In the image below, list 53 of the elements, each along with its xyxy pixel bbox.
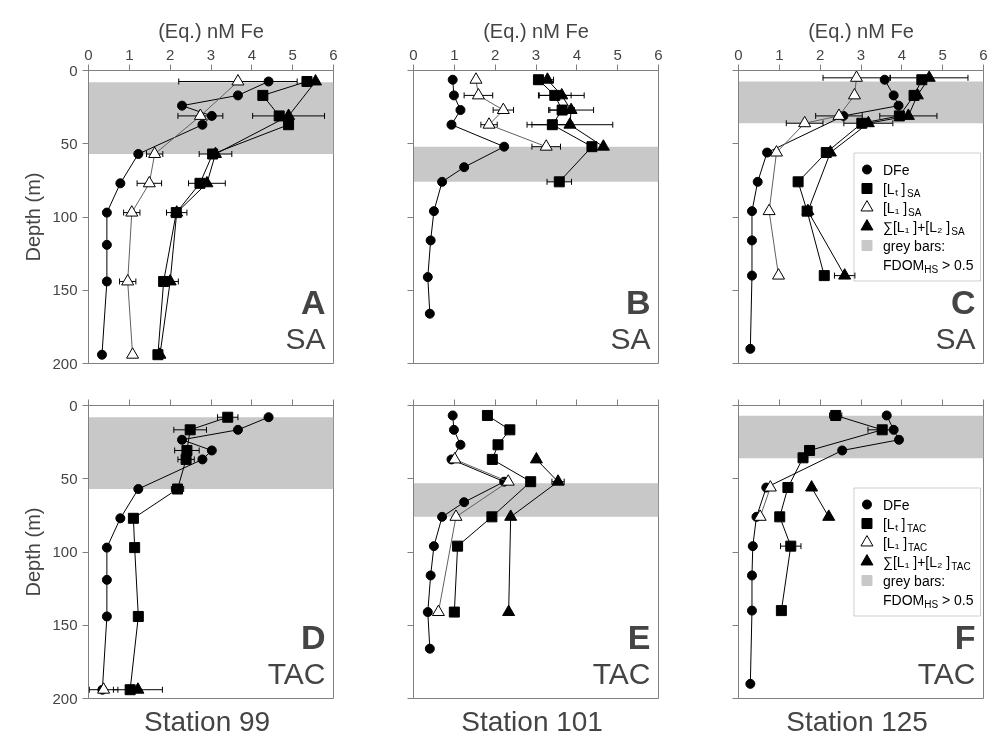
annotation: TAC bbox=[917, 657, 976, 691]
legend-label: DFe bbox=[882, 496, 910, 513]
legend-label: DFe bbox=[882, 161, 910, 178]
x-tick-label: 6 bbox=[979, 45, 988, 63]
y-tick-label: 200 bbox=[52, 689, 78, 707]
x-tick-label: 3 bbox=[206, 45, 216, 63]
x-tick-label: 0 bbox=[734, 45, 743, 63]
x-tick-label: 5 bbox=[613, 45, 622, 63]
y-axis-title: Depth (m) bbox=[22, 507, 45, 597]
x-tick-label: 6 bbox=[654, 45, 663, 63]
x-tick-label: 3 bbox=[856, 45, 866, 63]
x-tick-label: 2 bbox=[816, 45, 825, 63]
x-tick-label: 1 bbox=[450, 45, 459, 63]
y-tick-label: 50 bbox=[60, 134, 78, 152]
annotation: SA bbox=[610, 322, 651, 356]
annotation: D bbox=[300, 617, 326, 656]
x-axis-title: (Eq.) nM Fe bbox=[158, 19, 264, 42]
x-tick-label: 6 bbox=[329, 45, 338, 63]
y-tick-label: 150 bbox=[52, 616, 78, 634]
x-tick-label: 2 bbox=[491, 45, 500, 63]
annotation: SA bbox=[935, 322, 976, 356]
x-tick-label: 1 bbox=[125, 45, 134, 63]
x-tick-label: 0 bbox=[84, 45, 93, 63]
text: Station 125 bbox=[786, 705, 928, 737]
x-tick-label: 5 bbox=[288, 45, 297, 63]
y-tick-label: 100 bbox=[52, 543, 78, 560]
annotation: C bbox=[950, 282, 976, 321]
annotation: SA bbox=[285, 322, 326, 356]
annotation: B bbox=[625, 282, 651, 321]
x-tick-label: 5 bbox=[938, 45, 947, 63]
y-tick-label: 0 bbox=[69, 396, 78, 414]
annotation: A bbox=[300, 282, 326, 321]
x-axis-title: (Eq.) nM Fe bbox=[808, 19, 914, 42]
annotation: TAC bbox=[267, 657, 326, 691]
y-tick-label: 100 bbox=[52, 208, 78, 225]
x-tick-label: 2 bbox=[166, 45, 175, 63]
annotation: TAC bbox=[592, 657, 651, 691]
x-tick-label: 3 bbox=[531, 45, 541, 63]
x-tick-label: 0 bbox=[409, 45, 418, 63]
y-tick-label: 200 bbox=[52, 354, 78, 372]
text: Station 99 bbox=[144, 705, 271, 737]
annotation: F bbox=[954, 617, 976, 656]
x-tick-label: 4 bbox=[572, 45, 582, 63]
text: Station 101 bbox=[461, 705, 603, 737]
x-tick-label: 4 bbox=[247, 45, 257, 63]
x-tick-label: 1 bbox=[775, 45, 784, 63]
y-tick-label: 0 bbox=[69, 61, 78, 79]
x-axis-title: (Eq.) nM Fe bbox=[483, 19, 589, 42]
y-axis-title: Depth (m) bbox=[22, 172, 45, 262]
y-tick-label: 50 bbox=[60, 469, 78, 487]
y-tick-label: 150 bbox=[52, 281, 78, 299]
x-tick-label: 4 bbox=[897, 45, 907, 63]
annotation: E bbox=[627, 617, 651, 656]
